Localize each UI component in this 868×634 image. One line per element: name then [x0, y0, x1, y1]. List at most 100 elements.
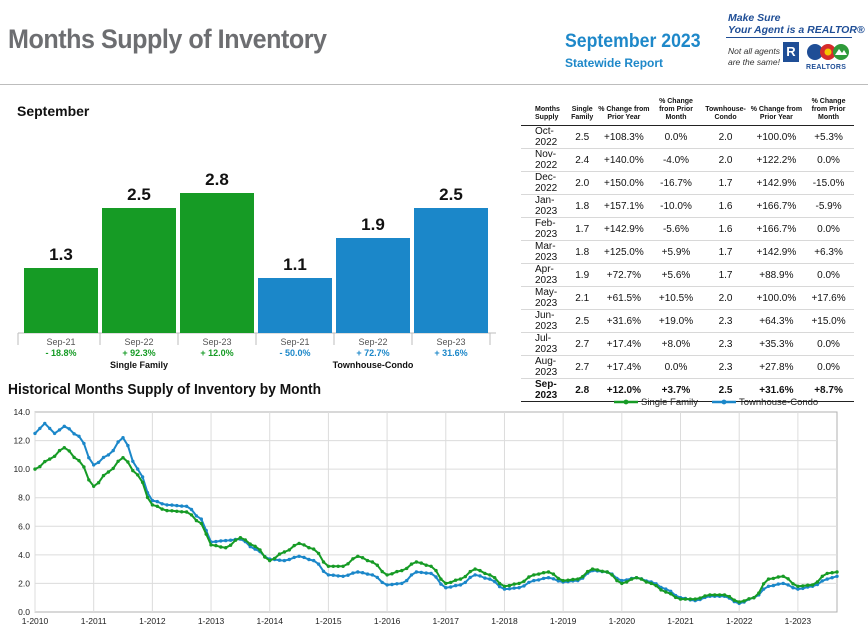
series-point	[620, 581, 624, 586]
series-point	[150, 503, 155, 507]
series-point	[336, 574, 340, 578]
series-point	[546, 576, 551, 580]
series-point	[615, 578, 619, 583]
series-point	[258, 548, 262, 552]
series-point	[791, 586, 795, 590]
table-header-cell: Single Family	[567, 98, 598, 126]
table-cell: +142.9%	[749, 240, 804, 264]
series-point	[708, 593, 712, 597]
series-point	[796, 584, 800, 588]
table-cell: +140.0%	[597, 148, 651, 172]
series-point	[512, 582, 516, 586]
series-point	[473, 573, 477, 577]
series-point	[488, 577, 492, 581]
series-point	[693, 597, 697, 601]
series-point	[189, 507, 194, 512]
series-point	[326, 573, 331, 577]
series-point	[727, 594, 732, 599]
series-point	[771, 583, 776, 588]
table-cell: +35.3%	[749, 332, 804, 356]
bar-category-label: Sep-21	[280, 337, 309, 347]
table-header-cell: % Change from Prior Month	[650, 98, 702, 126]
table-header-cell: % Change from Prior Year	[597, 98, 651, 126]
series-point	[830, 571, 834, 575]
series-point	[478, 574, 482, 578]
series-point	[370, 573, 375, 577]
table-month-cell: Aug-2023	[521, 355, 568, 379]
series-point	[649, 581, 653, 586]
series-point	[458, 583, 463, 587]
table-cell: 2.3	[701, 309, 750, 333]
realtor-note-line2: are the same!	[728, 57, 780, 67]
table-row: Feb-2023 1.7 +142.9% -5.6% 1.6 +166.7% 0.0%	[521, 217, 854, 241]
y-tick-label: 12.0	[13, 436, 30, 446]
x-tick-label: 1-2016	[374, 616, 401, 626]
bar-change-label: - 50.0%	[279, 348, 310, 358]
series-point	[409, 573, 414, 577]
series-point	[541, 571, 546, 575]
table-cell: +88.9%	[749, 263, 804, 287]
series-point	[360, 556, 365, 560]
series-point	[776, 582, 780, 586]
bar-value-label: 2.5	[127, 185, 151, 204]
series-point	[434, 575, 438, 579]
plot-frame	[34, 411, 838, 613]
series-point	[766, 584, 771, 588]
series-point	[282, 550, 287, 554]
series-point	[390, 582, 394, 587]
table-cell: 2.0	[567, 171, 598, 195]
series-point	[742, 599, 746, 603]
table-cell: 2.7	[567, 355, 598, 379]
series-point	[67, 427, 71, 431]
x-tick-label: 1-2013	[198, 616, 225, 626]
series-point	[101, 473, 106, 478]
bar-category-label: Sep-21	[46, 337, 75, 347]
table-cell: +5.3%	[803, 125, 854, 149]
table-cell: -15.0%	[803, 171, 854, 195]
table-row: Aug-2023 2.7 +17.4% 0.0% 2.3 +27.8% 0.0%	[521, 355, 854, 379]
series-point	[253, 544, 257, 548]
table-header-cell: % Change from Prior Month	[803, 98, 854, 126]
series-point	[722, 593, 727, 597]
table-cell: 2.7	[567, 332, 598, 356]
x-tick-label: 1-2020	[609, 616, 636, 626]
series-point	[698, 596, 702, 600]
table-cell: +15.0%	[803, 309, 854, 333]
series-point	[576, 577, 580, 581]
series-point	[194, 518, 199, 523]
table-cell: -16.7%	[650, 171, 702, 195]
bar-value-label: 1.9	[361, 215, 385, 234]
series-point	[810, 583, 815, 587]
series-point	[101, 455, 106, 460]
series-point	[155, 499, 159, 504]
series-point	[717, 593, 722, 597]
series-point	[67, 449, 71, 453]
series-point	[747, 597, 751, 601]
series-point	[664, 587, 668, 591]
table-month-cell: Jun-2023	[521, 309, 568, 333]
series-point	[302, 543, 306, 547]
series-point	[336, 564, 340, 568]
bar-change-label: + 92.3%	[122, 348, 155, 358]
series-point	[546, 570, 551, 574]
table-cell: +142.9%	[597, 217, 651, 241]
series-point	[180, 510, 184, 514]
bar	[102, 208, 176, 333]
series-point	[199, 521, 203, 526]
series-point	[678, 597, 683, 601]
series-point	[346, 573, 350, 577]
series-point	[312, 558, 316, 563]
series-point	[625, 580, 629, 584]
realtor-note-line1: Not all agents	[728, 46, 780, 56]
realtor-r-logo-icon: R	[783, 42, 799, 62]
table-row: May-2023 2.1 +61.5% +10.5% 2.0 +100.0% +17.6%	[521, 286, 854, 310]
series-point	[400, 568, 404, 573]
series-point	[405, 566, 409, 571]
table-header-row: Months Supply Single Family% Change from …	[521, 98, 854, 126]
series-point	[488, 573, 492, 577]
series-point	[219, 545, 223, 549]
series-point	[224, 546, 228, 550]
series-point	[189, 513, 194, 517]
series-point	[268, 558, 272, 563]
series-point	[761, 582, 766, 586]
